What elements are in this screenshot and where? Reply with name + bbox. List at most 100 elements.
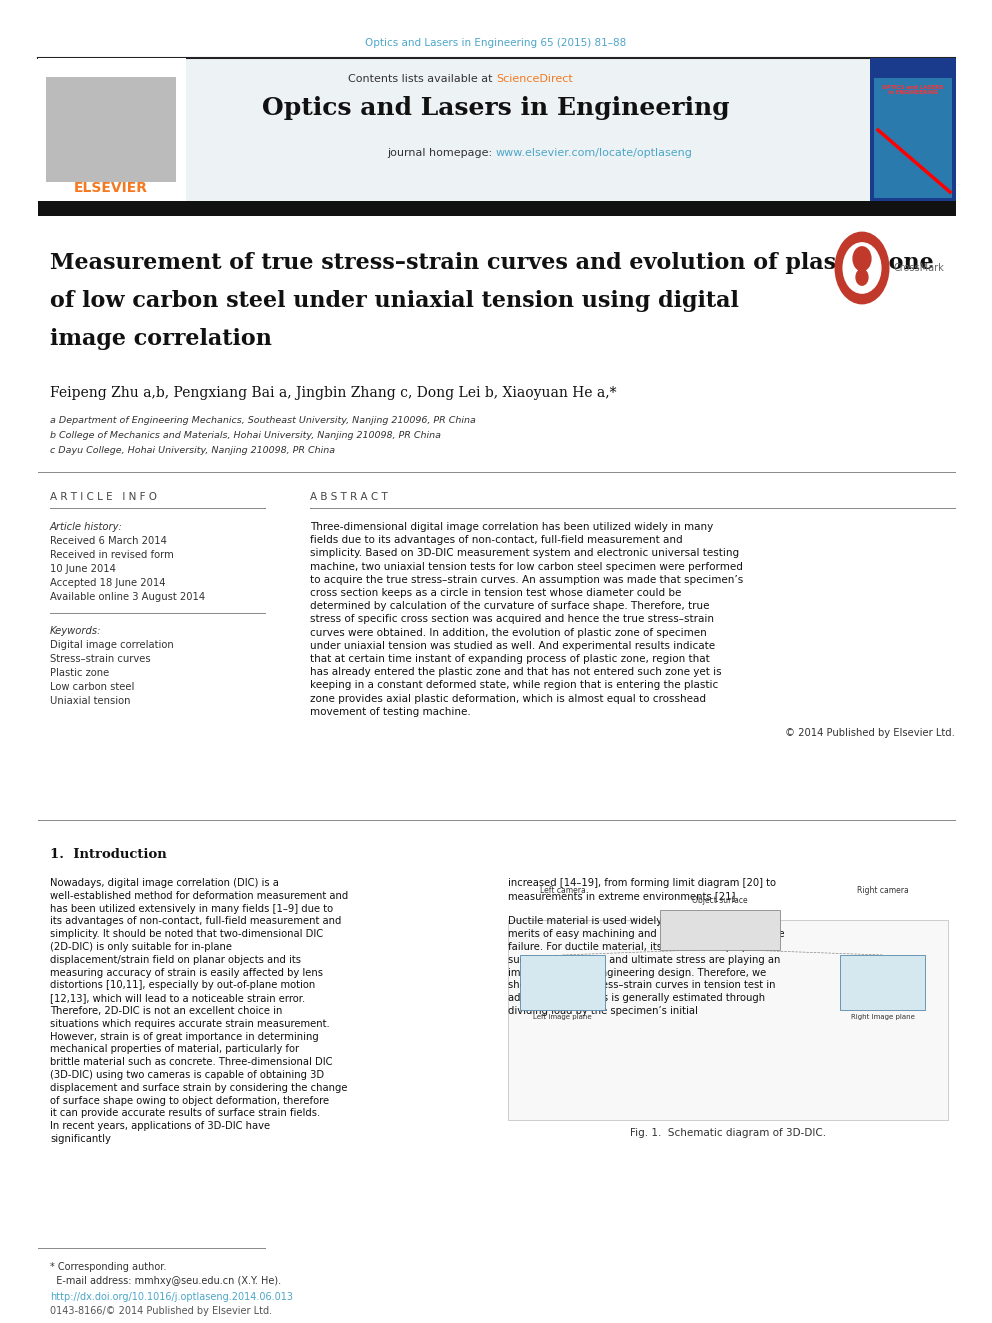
Text: it can provide accurate results of surface strain fields.: it can provide accurate results of surfa… xyxy=(50,1109,320,1118)
Text: Digital image correlation: Digital image correlation xyxy=(50,640,174,650)
Text: 0143-8166/© 2014 Published by Elsevier Ltd.: 0143-8166/© 2014 Published by Elsevier L… xyxy=(50,1306,272,1316)
Text: a Department of Engineering Mechanics, Southeast University, Nanjing 210096, PR : a Department of Engineering Mechanics, S… xyxy=(50,415,476,425)
Text: of surface shape owing to object deformation, therefore: of surface shape owing to object deforma… xyxy=(50,1095,329,1106)
Circle shape xyxy=(853,247,871,271)
Text: Available online 3 August 2014: Available online 3 August 2014 xyxy=(50,591,205,602)
Text: Right Image plane: Right Image plane xyxy=(850,1013,915,1020)
FancyBboxPatch shape xyxy=(38,58,956,202)
Text: simplicity. It should be noted that two-dimensional DIC: simplicity. It should be noted that two-… xyxy=(50,929,323,939)
Text: Received in revised form: Received in revised form xyxy=(50,550,174,560)
Text: journal homepage:: journal homepage: xyxy=(387,148,496,157)
FancyBboxPatch shape xyxy=(38,58,186,202)
Text: displacement/strain field on planar objects and its: displacement/strain field on planar obje… xyxy=(50,955,301,964)
Text: Received 6 March 2014: Received 6 March 2014 xyxy=(50,536,167,546)
FancyBboxPatch shape xyxy=(520,955,605,1009)
Text: curves were obtained. In addition, the evolution of plastic zone of specimen: curves were obtained. In addition, the e… xyxy=(310,627,706,638)
Text: Plastic zone: Plastic zone xyxy=(50,668,109,677)
Text: of low carbon steel under uniaxial tension using digital: of low carbon steel under uniaxial tensi… xyxy=(50,290,739,312)
Text: to acquire the true stress–strain curves. An assumption was made that specimen’s: to acquire the true stress–strain curves… xyxy=(310,574,743,585)
Text: E-mail address: mmhxy@seu.edu.cn (X.Y. He).: E-mail address: mmhxy@seu.edu.cn (X.Y. H… xyxy=(50,1275,281,1286)
Text: failure. For ductile material, its mechanical properties: failure. For ductile material, its mecha… xyxy=(508,942,777,953)
Text: 10 June 2014: 10 June 2014 xyxy=(50,564,116,574)
Text: has already entered the plastic zone and that has not entered such zone yet is: has already entered the plastic zone and… xyxy=(310,667,721,677)
Text: b College of Mechanics and Materials, Hohai University, Nanjing 210098, PR China: b College of Mechanics and Materials, Ho… xyxy=(50,431,441,441)
Text: measurements in extreme environments [21].: measurements in extreme environments [21… xyxy=(508,890,739,901)
Text: keeping in a constant deformed state, while region that is entering the plastic: keeping in a constant deformed state, wh… xyxy=(310,680,718,691)
Text: important role in engineering design. Therefore, we: important role in engineering design. Th… xyxy=(508,967,766,978)
Text: Therefore, 2D-DIC is not an excellent choice in: Therefore, 2D-DIC is not an excellent ch… xyxy=(50,1005,283,1016)
Text: brittle material such as concrete. Three-dimensional DIC: brittle material such as concrete. Three… xyxy=(50,1057,332,1068)
FancyBboxPatch shape xyxy=(46,77,176,183)
Text: that at certain time instant of expanding process of plastic zone, region that: that at certain time instant of expandin… xyxy=(310,654,709,664)
Text: Optics and Lasers in Engineering: Optics and Lasers in Engineering xyxy=(262,97,730,120)
Text: measuring accuracy of strain is easily affected by lens: measuring accuracy of strain is easily a… xyxy=(50,967,323,978)
Text: Object surface: Object surface xyxy=(692,896,748,905)
Text: (3D-DIC) using two cameras is capable of obtaining 3D: (3D-DIC) using two cameras is capable of… xyxy=(50,1070,324,1080)
Text: Optics and Lasers in Engineering 65 (2015) 81–88: Optics and Lasers in Engineering 65 (201… xyxy=(365,38,627,48)
Text: Right camera: Right camera xyxy=(857,886,909,894)
Text: ScienceDirect: ScienceDirect xyxy=(496,74,572,83)
Text: mechanical properties of material, particularly for: mechanical properties of material, parti… xyxy=(50,1044,300,1054)
Text: situations which requires accurate strain measurement.: situations which requires accurate strai… xyxy=(50,1019,329,1029)
Text: Three-dimensional digital image correlation has been utilized widely in many: Three-dimensional digital image correlat… xyxy=(310,523,713,532)
FancyBboxPatch shape xyxy=(660,910,780,950)
Text: http://dx.doi.org/10.1016/j.optlaseng.2014.06.013: http://dx.doi.org/10.1016/j.optlaseng.20… xyxy=(50,1293,293,1302)
Text: dividing load by the specimen’s initial: dividing load by the specimen’s initial xyxy=(508,1005,698,1016)
Text: zone provides axial plastic deformation, which is almost equal to crosshead: zone provides axial plastic deformation,… xyxy=(310,693,706,704)
Text: simplicity. Based on 3D-DIC measurement system and electronic universal testing: simplicity. Based on 3D-DIC measurement … xyxy=(310,549,739,558)
FancyBboxPatch shape xyxy=(38,201,956,216)
Text: [12,13], which will lead to a noticeable strain error.: [12,13], which will lead to a noticeable… xyxy=(50,994,306,1003)
Text: OPTICS and LASERS
in ENGINEERING: OPTICS and LASERS in ENGINEERING xyxy=(882,85,943,95)
Circle shape xyxy=(835,233,889,304)
Text: such as yield stress and ultimate stress are playing an: such as yield stress and ultimate stress… xyxy=(508,955,781,964)
Text: (2D-DIC) is only suitable for in-plane: (2D-DIC) is only suitable for in-plane xyxy=(50,942,232,953)
Text: Left camera: Left camera xyxy=(540,886,585,894)
Text: CrossMark: CrossMark xyxy=(894,263,944,273)
Text: Accepted 18 June 2014: Accepted 18 June 2014 xyxy=(50,578,166,587)
Text: c Dayu College, Hohai University, Nanjing 210098, PR China: c Dayu College, Hohai University, Nanjin… xyxy=(50,446,335,455)
Text: Feipeng Zhu a,b, Pengxiang Bai a, Jingbin Zhang c, Dong Lei b, Xiaoyuan He a,*: Feipeng Zhu a,b, Pengxiang Bai a, Jingbi… xyxy=(50,386,616,400)
Text: 1.  Introduction: 1. Introduction xyxy=(50,848,167,861)
Text: determined by calculation of the curvature of surface shape. Therefore, true: determined by calculation of the curvatu… xyxy=(310,601,709,611)
Text: under uniaxial tension was studied as well. And experimental results indicate: under uniaxial tension was studied as we… xyxy=(310,640,715,651)
Text: Ductile material is used widely in engineering for its: Ductile material is used widely in engin… xyxy=(508,917,770,926)
Text: increased [14–19], from forming limit diagram [20] to: increased [14–19], from forming limit di… xyxy=(508,878,776,888)
Text: should know its stress–strain curves in tension test in: should know its stress–strain curves in … xyxy=(508,980,776,991)
Text: Fig. 1.  Schematic diagram of 3D-DIC.: Fig. 1. Schematic diagram of 3D-DIC. xyxy=(630,1129,826,1138)
Text: merits of easy machining and large deformation before: merits of easy machining and large defor… xyxy=(508,929,785,939)
Text: machine, two uniaxial tension tests for low carbon steel specimen were performed: machine, two uniaxial tension tests for … xyxy=(310,561,743,572)
Text: image correlation: image correlation xyxy=(50,328,272,351)
Text: Contents lists available at: Contents lists available at xyxy=(348,74,496,83)
Text: distortions [10,11], especially by out-of-plane motion: distortions [10,11], especially by out-o… xyxy=(50,980,315,991)
Circle shape xyxy=(856,270,868,286)
Text: Left Image plane: Left Image plane xyxy=(533,1013,592,1020)
Text: Keywords:: Keywords: xyxy=(50,626,101,636)
Text: Measurement of true stress–strain curves and evolution of plastic zone: Measurement of true stress–strain curves… xyxy=(50,251,933,274)
Text: Stress–strain curves: Stress–strain curves xyxy=(50,654,151,664)
Text: Uniaxial tension: Uniaxial tension xyxy=(50,696,131,706)
FancyBboxPatch shape xyxy=(874,78,952,198)
Text: Low carbon steel: Low carbon steel xyxy=(50,681,134,692)
Text: © 2014 Published by Elsevier Ltd.: © 2014 Published by Elsevier Ltd. xyxy=(785,728,955,738)
FancyBboxPatch shape xyxy=(508,919,948,1121)
Circle shape xyxy=(843,243,881,294)
Text: A B S T R A C T: A B S T R A C T xyxy=(310,492,388,501)
FancyBboxPatch shape xyxy=(870,58,956,202)
Text: * Corresponding author.: * Corresponding author. xyxy=(50,1262,167,1271)
Text: However, strain is of great importance in determining: However, strain is of great importance i… xyxy=(50,1032,318,1041)
Text: has been utilized extensively in many fields [1–9] due to: has been utilized extensively in many fi… xyxy=(50,904,333,914)
Text: Nowadays, digital image correlation (DIC) is a: Nowadays, digital image correlation (DIC… xyxy=(50,878,279,888)
Text: displacement and surface strain by considering the change: displacement and surface strain by consi… xyxy=(50,1082,347,1093)
Text: www.elsevier.com/locate/optlaseng: www.elsevier.com/locate/optlaseng xyxy=(496,148,692,157)
Text: its advantages of non-contact, full-field measurement and: its advantages of non-contact, full-fiel… xyxy=(50,917,341,926)
Text: cross section keeps as a circle in tension test whose diameter could be: cross section keeps as a circle in tensi… xyxy=(310,587,682,598)
Text: fields due to its advantages of non-contact, full-field measurement and: fields due to its advantages of non-cont… xyxy=(310,536,682,545)
Text: well-established method for deformation measurement and: well-established method for deformation … xyxy=(50,890,348,901)
FancyBboxPatch shape xyxy=(840,955,925,1009)
Text: ELSEVIER: ELSEVIER xyxy=(74,181,148,194)
Text: Article history:: Article history: xyxy=(50,523,123,532)
Text: movement of testing machine.: movement of testing machine. xyxy=(310,706,471,717)
Text: A R T I C L E   I N F O: A R T I C L E I N F O xyxy=(50,492,157,501)
Text: significantly: significantly xyxy=(50,1134,111,1144)
Text: stress of specific cross section was acquired and hence the true stress–strain: stress of specific cross section was acq… xyxy=(310,614,714,624)
